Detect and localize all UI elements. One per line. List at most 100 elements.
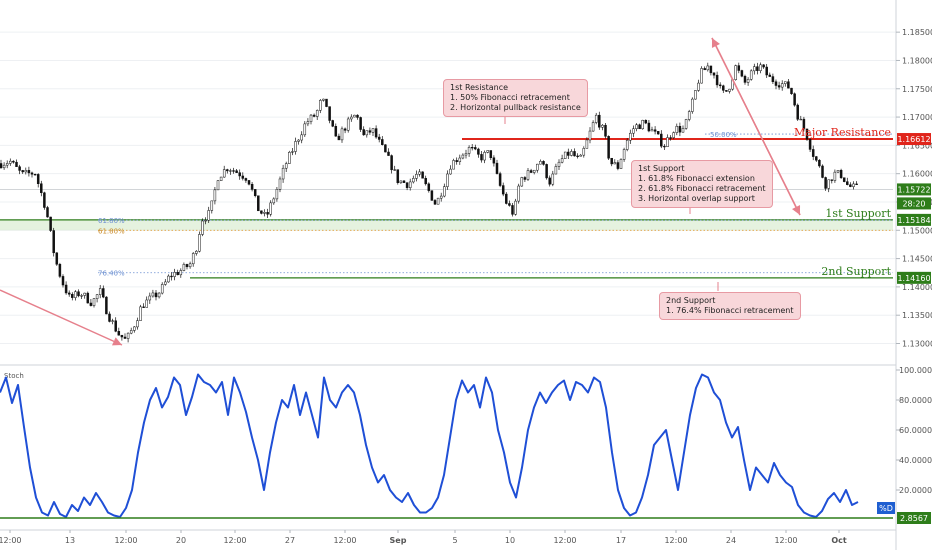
candle-body (390, 155, 393, 171)
stoch-legend-bg (877, 502, 895, 514)
note-first-resistance[interactable]: 1st Resistance 1. 50% Fibonacci retracem… (443, 79, 588, 117)
first-support-price-tag-bg (897, 213, 931, 226)
candle-body (21, 170, 24, 173)
candle-body (393, 169, 396, 171)
candle-body (737, 65, 741, 71)
candle-body (715, 74, 719, 86)
time-tick-label: 20 (176, 536, 186, 545)
candle-body (213, 189, 217, 202)
zones-layer (0, 220, 893, 231)
candle-body (768, 74, 772, 77)
candle-body (647, 122, 651, 132)
candle-body (836, 170, 840, 173)
candle-body (728, 88, 731, 92)
candle-body (58, 264, 62, 277)
candle-body (331, 120, 334, 127)
candle-body (811, 149, 815, 157)
candle-body (5, 163, 9, 166)
candle-body (700, 68, 703, 84)
candle-body (129, 330, 133, 334)
candle-body (15, 161, 18, 167)
candle-body (288, 152, 291, 164)
candle-body (272, 198, 276, 204)
candle-body (467, 147, 471, 154)
candle-body (548, 177, 551, 185)
candle-body (610, 157, 613, 165)
candle-body (607, 136, 610, 159)
candle-body (821, 165, 824, 178)
candle-body (573, 151, 576, 157)
candle-body (790, 87, 793, 94)
candle-body (55, 252, 59, 265)
candle-body (532, 169, 536, 173)
major-resistance-label: Major Resistance (794, 126, 891, 139)
grid-layer (0, 31, 896, 345)
note-line: 3. Horizontal overlap support (638, 194, 755, 203)
candle-body (753, 66, 756, 72)
candle-body (489, 150, 493, 159)
candle-body (350, 116, 353, 120)
candle-body (570, 151, 573, 156)
time-tick-label: 12:00 (664, 536, 687, 545)
note-first-support[interactable]: 1st Support 1. 61.8% Fibonacci extension… (631, 160, 773, 208)
stoch-d-line (0, 373, 859, 518)
candle-body (263, 212, 266, 214)
candle-body (446, 173, 449, 187)
candle-body (86, 292, 90, 304)
candle-body (219, 176, 223, 181)
note-second-support[interactable]: 2nd Support 1. 76.4% Fibonacci retraceme… (659, 292, 801, 320)
candle-body (126, 332, 130, 339)
candle-body (449, 168, 452, 175)
candle-body (247, 180, 251, 185)
candle-body (253, 189, 257, 196)
candle-body (461, 154, 465, 159)
candle-body (52, 230, 55, 254)
candle-body (325, 98, 328, 107)
candle-body (198, 234, 201, 252)
candle-body (216, 180, 220, 191)
candle-body (167, 275, 170, 283)
candle-body (222, 169, 226, 178)
candle-body (2, 164, 6, 169)
candle-body (98, 288, 102, 295)
candle-body (89, 302, 93, 306)
candle-body (545, 164, 548, 179)
candle-body (77, 291, 80, 297)
candle-body (399, 180, 403, 184)
candle-body (514, 200, 517, 215)
candle-body (306, 121, 310, 125)
candle-body (644, 119, 648, 124)
candle-body (725, 90, 728, 92)
candle-body (529, 170, 533, 173)
candle-body (846, 181, 849, 185)
candle-body (12, 160, 15, 163)
candle-body (619, 159, 623, 169)
candle-body (746, 79, 750, 83)
first-support-price-tag: 1.15184 (897, 216, 930, 225)
candle-body (368, 130, 372, 133)
time-tick-label: 13 (65, 536, 75, 545)
candle-body (353, 114, 356, 118)
candle-body (433, 200, 437, 205)
candle-body (697, 82, 700, 91)
candle-body (49, 216, 52, 231)
candle-body (703, 68, 706, 71)
candle-body (95, 294, 99, 299)
candle-body (424, 177, 427, 185)
candle-body (229, 170, 232, 172)
stoch-last-tag: 2.8567 (900, 514, 928, 523)
note-line: 2. 61.8% Fibonacci retracement (638, 184, 766, 193)
candle-body (201, 220, 204, 235)
second-support-price-tag-bg (897, 271, 931, 284)
candle-body (588, 130, 592, 141)
candle-body (374, 128, 378, 138)
candle-body (539, 161, 542, 165)
candle-body (567, 151, 570, 156)
candle-body (613, 162, 617, 165)
stoch-tick-label: 60.0000 (899, 426, 932, 435)
stoch-tick-label: 20.0000 (899, 486, 932, 495)
candle-body (281, 167, 285, 180)
candle-body (244, 178, 248, 181)
